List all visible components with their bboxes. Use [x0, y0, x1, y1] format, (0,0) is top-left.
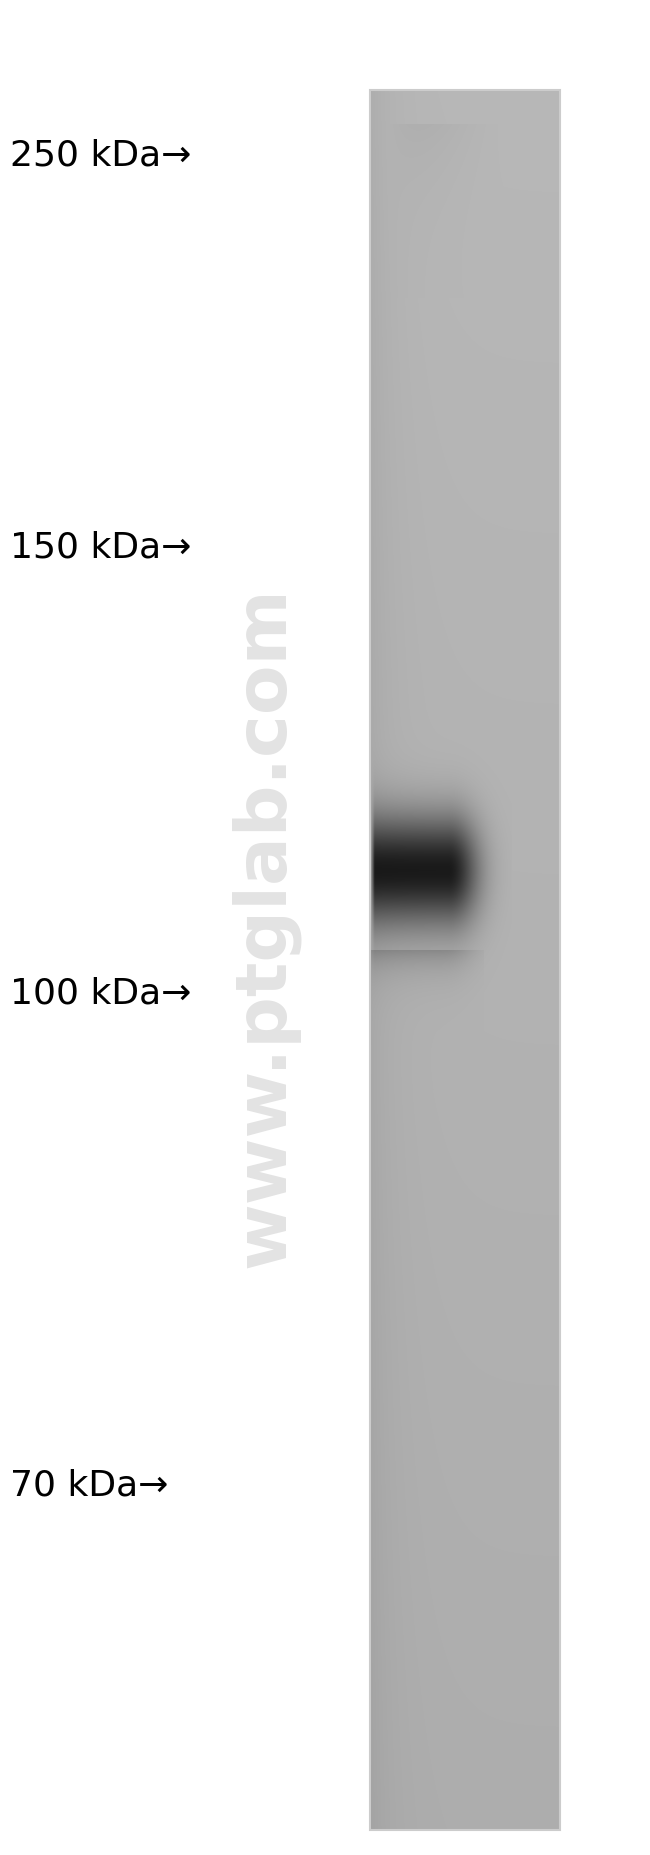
Text: 250 kDa→: 250 kDa→	[10, 137, 191, 173]
Text: 100 kDa→: 100 kDa→	[10, 976, 191, 1009]
Bar	[370, 91, 560, 1831]
Text: 150 kDa→: 150 kDa→	[10, 531, 191, 566]
Text: 70 kDa→: 70 kDa→	[10, 1467, 168, 1503]
Text: www.ptglab.com: www.ptglab.com	[230, 586, 300, 1267]
